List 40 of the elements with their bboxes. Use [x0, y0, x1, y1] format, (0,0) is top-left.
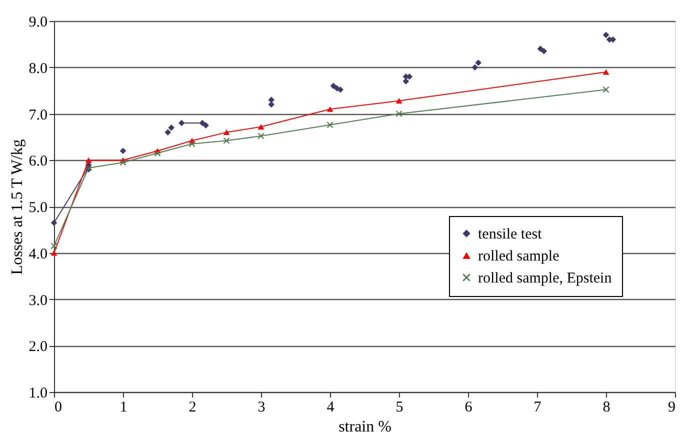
- point: [168, 124, 174, 131]
- x-tick-label: 0: [54, 400, 62, 416]
- legend-label: tensile test: [478, 226, 543, 242]
- y-tick-label: 5.0: [28, 200, 48, 216]
- y-tick-label: 7.0: [28, 107, 48, 124]
- y-axis-title: Losses at 1.5 T W/kg: [8, 139, 26, 275]
- legend-label: rolled sample: [478, 248, 560, 264]
- y-tick-label: 8.0: [28, 60, 48, 77]
- point: [472, 64, 478, 71]
- x-tick-label: 8: [602, 400, 610, 416]
- point: [602, 69, 610, 75]
- point: [602, 32, 610, 38]
- y-tick-label: 9.0: [28, 14, 48, 30]
- x-tick-label: 1: [120, 400, 128, 416]
- point: [202, 122, 209, 129]
- y-tick-label: 6.0: [28, 154, 48, 170]
- point: [396, 110, 402, 117]
- y-tick-label: 2.0: [28, 339, 48, 356]
- x-axis-title: strain %: [338, 418, 392, 436]
- x-tick-label: 3: [258, 400, 266, 416]
- point: [164, 129, 172, 136]
- y-tick-label: 1.0: [28, 386, 48, 402]
- x-tick-label: 4: [326, 400, 335, 416]
- legend-label: rolled sample, Epstein: [478, 270, 612, 286]
- x-tick-label: 7: [534, 400, 542, 416]
- x-tick-label: 2: [188, 400, 196, 416]
- point: [402, 78, 410, 84]
- point: [540, 48, 548, 54]
- x-tick-label: 9: [668, 400, 676, 416]
- point: [330, 82, 337, 90]
- point: [268, 101, 275, 108]
- x-tick-label: 5: [396, 400, 404, 416]
- point: [537, 46, 544, 52]
- x-tick-label: 6: [464, 400, 473, 416]
- point: [268, 96, 275, 103]
- y-tick-label: 4.0: [28, 246, 48, 262]
- point: [120, 148, 126, 154]
- y-tick-label: 3.0: [28, 292, 48, 309]
- point: [337, 86, 344, 93]
- point: [475, 60, 482, 66]
